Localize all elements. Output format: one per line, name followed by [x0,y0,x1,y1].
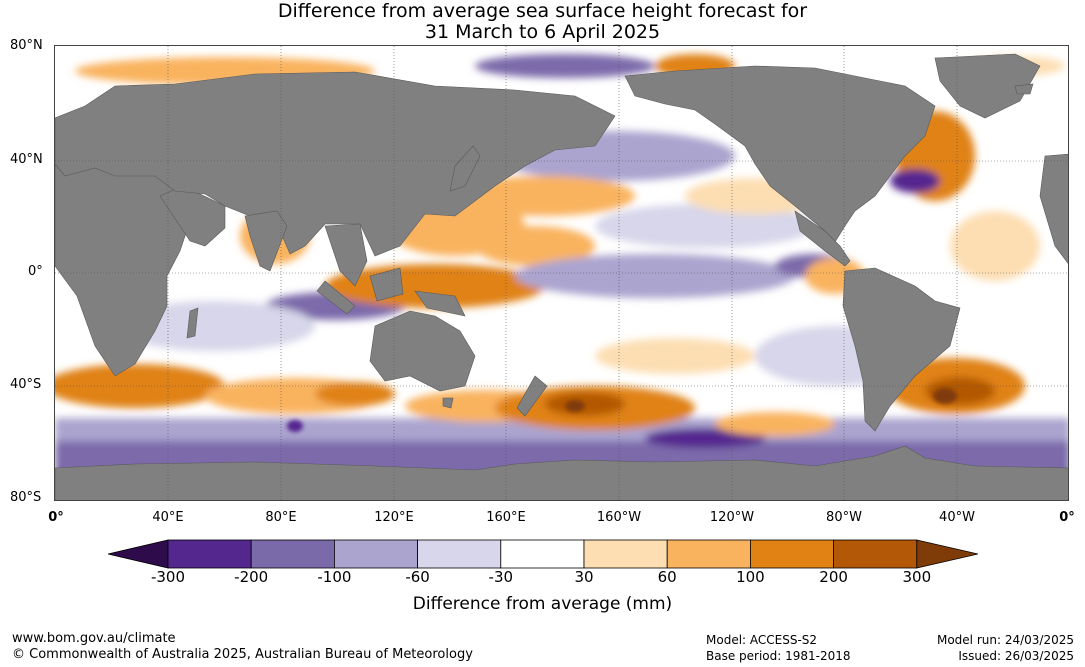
lon-label-40e: 40°E [152,510,184,525]
map-title-line-2: 31 March to 6 April 2025 [424,21,661,43]
legend-tick-label: -100 [317,568,352,586]
legend-swatch [750,539,835,569]
footer-issued: Issued: 26/03/2025 [958,649,1074,663]
legend-arrow-low [107,539,169,569]
lon-label-160w: 160°W [596,510,642,525]
land-tasmania [442,397,454,409]
lat-label-40s: 40°S [10,377,42,392]
lon-label-80e: 80°E [265,510,297,525]
land-south-america [842,267,961,432]
land-borneo [369,267,404,302]
footer-model-run: Model run: 24/03/2025 [936,633,1074,647]
land-iceland [1014,83,1034,95]
land-africa-east-edge [1039,153,1068,264]
lon-label-80w: 80°W [826,510,862,525]
footer-website[interactable]: www.bom.gov.au/climate [12,631,176,646]
footer-base-period: Base period: 1981-2018 [706,649,851,663]
lon-label-0-left: 0° [48,510,64,525]
legend-tick-label: 100 [736,568,765,586]
legend-swatch [333,539,418,569]
land-japan [449,145,481,192]
land-greenland [934,53,1041,119]
legend-tick-label: -30 [488,568,514,586]
lat-label-80n: 80°N [10,38,43,53]
lon-label-0-right: 0° [1059,510,1075,525]
land-masses [55,53,1068,500]
legend-swatch [417,539,502,569]
land-eurasia [55,71,616,257]
land-sumatra [316,280,356,315]
legend-arrow-high [916,539,979,569]
legend-tick-label: -200 [234,568,269,586]
lon-label-120w: 120°W [709,510,755,525]
legend-swatch [250,539,335,569]
lon-label-120e: 120°E [374,510,414,525]
land-madagascar [186,307,199,339]
legend-swatch [666,539,751,569]
legend-swatch [583,539,668,569]
footer-copyright: © Commonwealth of Australia 2025, Austra… [12,647,473,662]
color-legend [107,539,979,569]
legend-swatch [167,539,252,569]
footer-model: Model: ACCESS-S2 [706,633,818,647]
legend-tick-label: -60 [405,568,430,586]
land-australia [369,310,476,392]
legend-tick-label: 60 [657,568,677,586]
lat-label-40n: 40°N [10,152,43,167]
land-central-america [794,210,851,267]
legend-swatch [833,539,918,569]
lon-label-160e: 160°E [486,510,526,525]
legend-tick-label: 30 [574,568,594,586]
legend-swatch [500,539,585,569]
lon-label-40w: 40°W [939,510,975,525]
legend-tick-label: -300 [150,568,186,586]
land-india [244,210,288,272]
graticule [55,46,1068,500]
land-antarctica [55,445,1068,500]
legend-title: Difference from average (mm) [412,594,673,614]
land-indochina [324,223,368,287]
land-new-zealand [516,375,548,417]
map-title-line-1: Difference from average sea surface heig… [277,0,808,22]
legend-tick-label: 300 [902,568,932,586]
lat-label-equator: 0° [28,264,43,279]
anomaly-map [54,45,1069,501]
lat-label-80s: 80°S [10,490,42,505]
land-north-america [624,65,936,243]
land-new-guinea [414,290,466,317]
legend-tick-label: 200 [819,568,848,586]
